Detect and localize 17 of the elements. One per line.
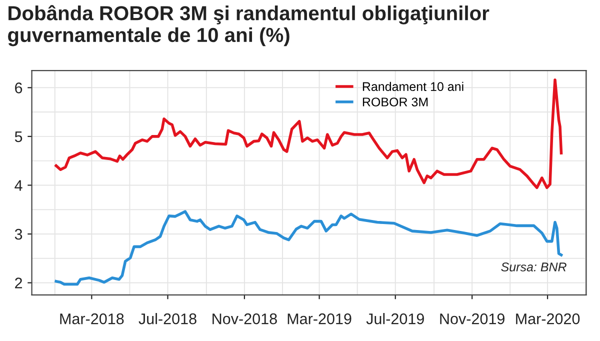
x-tick-label: Mar-2019: [288, 313, 352, 324]
x-tick-label: Nov-2018: [212, 313, 277, 324]
y-tick-label: 4: [14, 180, 22, 191]
y-tick-label: 3: [14, 228, 22, 240]
x-tick-label: Jul-2018: [138, 313, 196, 324]
x-tick-label: Jul-2019: [366, 313, 424, 324]
line-series: [54, 78, 563, 190]
y-tick-label: 6: [15, 82, 22, 94]
legend-label: Randament 10 ani: [362, 82, 464, 92]
y-tick-label: 5: [14, 131, 22, 142]
x-tick-label: Nov-2019: [440, 313, 504, 324]
chart-title: Dobânda ROBOR 3M şi randamentul obligaţiunilor guvernamentale de 10 ani (%): [8, 5, 490, 46]
legend-label: ROBOR 3M: [362, 98, 428, 106]
annotation: Sursa: BNR: [501, 262, 566, 272]
x-tick-label: Mar-2020: [516, 313, 580, 324]
x-tick-label: Mar-2018: [60, 313, 124, 324]
y-tick-label: 2: [15, 278, 22, 288]
